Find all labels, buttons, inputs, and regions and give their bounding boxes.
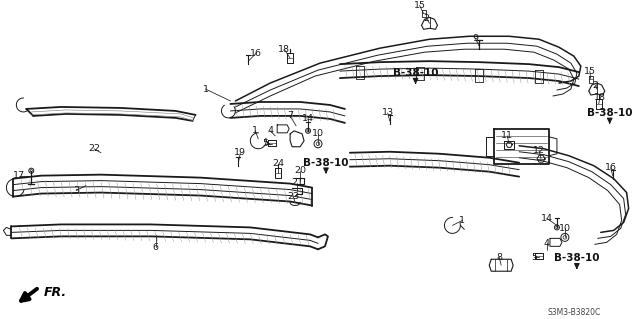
Text: 22: 22 (88, 144, 100, 153)
Text: 15: 15 (413, 1, 426, 10)
Text: 2: 2 (593, 80, 599, 90)
Text: 23: 23 (287, 192, 299, 201)
Text: 9: 9 (472, 34, 478, 43)
Text: 5: 5 (262, 139, 268, 148)
Text: B-38-10: B-38-10 (587, 108, 632, 118)
Text: 10: 10 (559, 224, 571, 233)
Text: 20: 20 (294, 166, 306, 175)
Text: B-38-10: B-38-10 (554, 253, 600, 263)
Text: 14: 14 (541, 214, 553, 223)
Text: 2: 2 (424, 14, 429, 23)
Text: 4: 4 (268, 126, 273, 135)
Text: 17: 17 (13, 171, 26, 180)
Text: 15: 15 (584, 67, 596, 76)
Text: 21: 21 (291, 178, 303, 187)
Text: 5: 5 (531, 253, 537, 262)
Text: 1: 1 (460, 216, 465, 225)
Text: 18: 18 (278, 45, 290, 54)
Text: 13: 13 (381, 108, 394, 117)
Text: 24: 24 (272, 159, 284, 168)
Text: 11: 11 (501, 131, 513, 140)
Text: S3M3-B3820C: S3M3-B3820C (547, 308, 600, 316)
Text: 18: 18 (594, 93, 605, 102)
Text: B-38-10: B-38-10 (393, 68, 438, 78)
Text: 10: 10 (312, 129, 324, 138)
Text: 1: 1 (252, 126, 259, 135)
Text: 12: 12 (533, 146, 545, 155)
Text: 16: 16 (605, 163, 617, 172)
Text: B-38-10: B-38-10 (303, 158, 349, 168)
Text: 14: 14 (302, 115, 314, 123)
Text: 6: 6 (153, 243, 159, 252)
Text: 3: 3 (73, 186, 79, 195)
Text: FR.: FR. (44, 286, 67, 299)
Text: 16: 16 (250, 49, 262, 58)
Text: 7: 7 (287, 111, 293, 120)
Text: 4: 4 (544, 239, 550, 248)
Text: 19: 19 (234, 148, 246, 157)
Text: 8: 8 (496, 253, 502, 262)
Text: 1: 1 (202, 85, 209, 93)
